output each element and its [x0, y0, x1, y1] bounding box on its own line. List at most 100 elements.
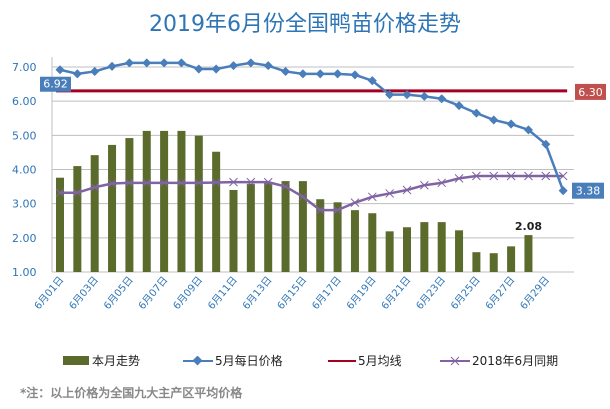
label-last-bar: 2.08	[515, 220, 542, 233]
bar	[90, 155, 99, 272]
label-box-last	[572, 182, 604, 199]
marker-2018	[489, 171, 499, 181]
marker-2018	[263, 177, 273, 187]
marker-2018	[333, 205, 342, 215]
marker-daily	[471, 108, 481, 118]
legend-bar: 本月走势	[63, 352, 140, 369]
marker-daily	[55, 65, 65, 75]
x-tick-label: 6月27日	[483, 274, 517, 312]
bar	[229, 190, 238, 272]
line-2018	[60, 174, 564, 212]
label-box-avg	[575, 83, 606, 100]
bar	[403, 227, 411, 272]
bar	[350, 210, 359, 272]
marker-daily	[333, 69, 343, 79]
legend-bar-label: 本月走势	[92, 354, 141, 368]
legend-avg: 5月均线	[328, 352, 402, 369]
x-tick-label: 6月09日	[171, 274, 205, 312]
marker-daily	[419, 91, 429, 101]
bar	[316, 199, 325, 272]
bar	[160, 130, 169, 272]
marker-2018	[315, 205, 325, 215]
marker-daily	[263, 61, 273, 71]
x-tick-label: 6月19日	[344, 274, 378, 312]
marker-2018	[159, 178, 169, 188]
legend-daily-marker	[183, 355, 213, 365]
x-tick-label: 6月11日	[205, 274, 239, 312]
line-daily	[59, 61, 565, 192]
y-tick-label: 4.00	[12, 164, 37, 177]
bar	[264, 182, 273, 272]
marker-2018	[298, 192, 308, 202]
bar	[455, 230, 464, 272]
x-tick-label: 6月25日	[448, 274, 482, 312]
marker-daily	[437, 94, 447, 104]
bar	[368, 213, 377, 272]
x-tick-label: 6月13日	[240, 274, 274, 312]
x-tick-label: 6月05日	[101, 274, 135, 312]
bar	[108, 144, 117, 272]
marker-2018	[177, 178, 186, 188]
marker-2018	[90, 182, 100, 192]
x-tick-label: 6月21日	[379, 274, 413, 312]
bar	[385, 231, 394, 272]
label-last-daily: 3.38	[576, 185, 601, 198]
bar	[177, 130, 186, 272]
marker-2018	[281, 182, 290, 191]
bar	[281, 181, 290, 272]
legend-2018-marker	[440, 356, 470, 365]
x-tick-label: 6月15日	[275, 274, 309, 312]
marker-2018	[142, 178, 152, 188]
marker-daily	[107, 61, 117, 71]
marker-2018	[454, 174, 464, 183]
x-tick-label: 6月03日	[67, 274, 101, 312]
y-tick-label: 5.00	[12, 129, 37, 142]
y-tick-label: 6.00	[12, 95, 37, 108]
bar	[472, 252, 481, 272]
marker-daily	[159, 58, 169, 68]
marker-2018	[472, 171, 481, 181]
y-tick-label: 2.00	[12, 232, 37, 245]
marker-2018	[402, 185, 412, 195]
marker-2018	[107, 179, 117, 188]
x-tick-label: 6月17日	[310, 274, 344, 312]
bar	[298, 181, 307, 272]
marker-daily	[315, 69, 325, 79]
legend-2018-label: 2018年6月同期	[472, 354, 559, 368]
legend-avg-marker	[328, 359, 356, 362]
label-box-first	[40, 76, 71, 92]
bar	[246, 183, 255, 272]
marker-2018	[211, 178, 221, 187]
legend-2018: 2018年6月同期	[440, 352, 558, 369]
label-first-daily: 6.92	[43, 78, 68, 91]
bar	[420, 222, 429, 272]
marker-2018	[524, 171, 533, 181]
legend-daily-label: 5月每日价格	[215, 354, 283, 368]
marker-2018	[385, 189, 395, 198]
marker-daily	[506, 119, 516, 129]
y-tick-label: 3.00	[12, 198, 37, 211]
marker-daily	[454, 101, 464, 111]
marker-daily	[246, 58, 256, 68]
bar	[507, 246, 516, 272]
legend-daily: 5月每日价格	[183, 352, 283, 369]
marker-2018	[125, 178, 134, 188]
marker-2018	[246, 177, 256, 187]
bar	[142, 130, 151, 272]
marker-2018	[350, 198, 360, 207]
marker-2018	[72, 188, 82, 198]
bar	[125, 138, 134, 272]
marker-daily	[124, 58, 134, 68]
bar	[73, 166, 82, 272]
marker-2018	[229, 177, 238, 187]
marker-2018	[194, 178, 204, 188]
bar	[333, 202, 342, 272]
footnote: *注：以上价格为全国九大主产区平均价格	[20, 386, 243, 400]
marker-daily	[72, 69, 82, 79]
x-tick-label: 6月01日	[32, 274, 66, 312]
bar	[489, 253, 498, 272]
bar	[194, 135, 203, 272]
marker-daily	[194, 64, 204, 74]
marker-daily	[558, 186, 568, 196]
